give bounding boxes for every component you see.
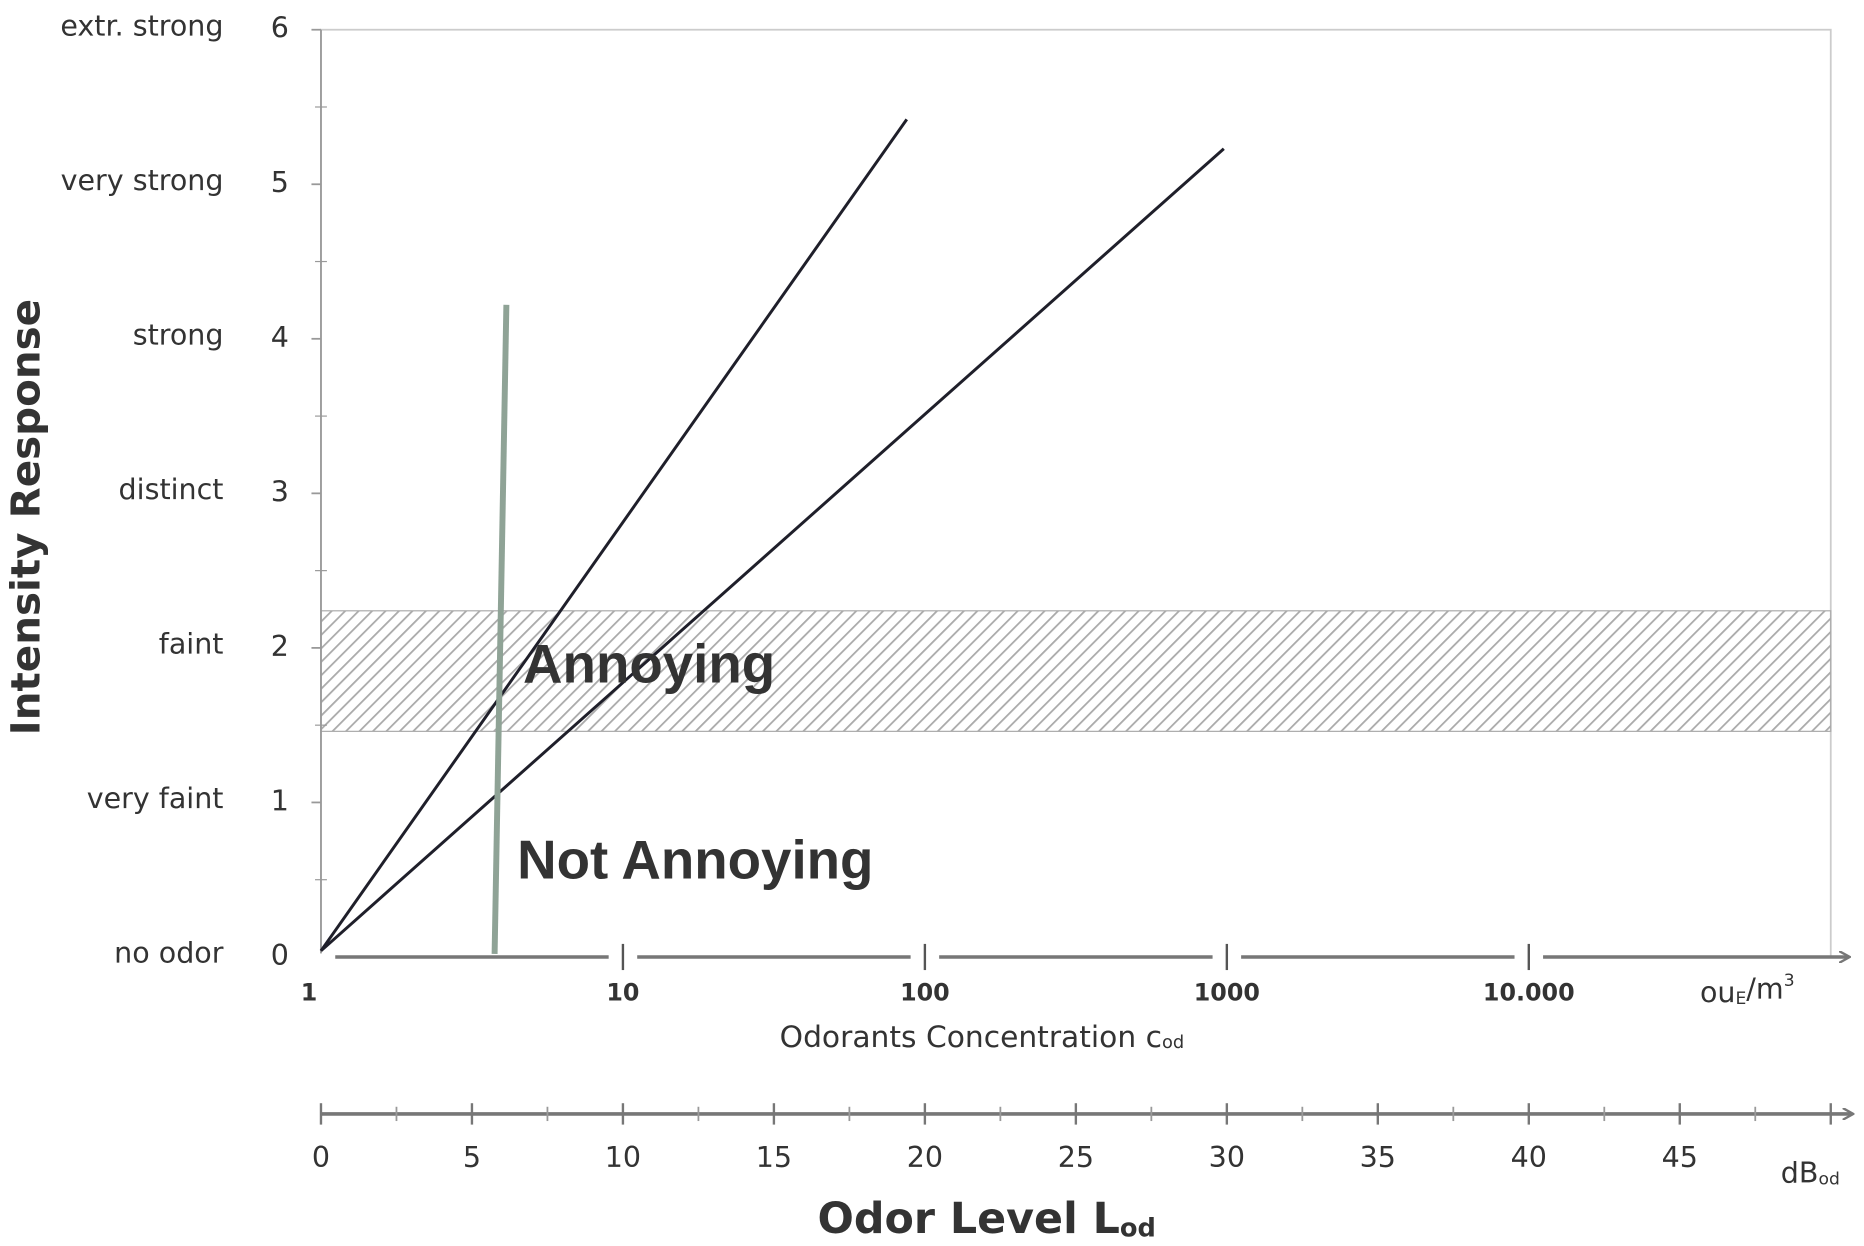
y-category-label: strong (133, 318, 224, 351)
x2-tick-label: 1000 (1194, 978, 1260, 1006)
x-tick-label: 10 (605, 1141, 641, 1174)
y-axis-label: Intensity Response (2, 299, 50, 735)
annotation: Not Annoying (517, 829, 873, 891)
x-tick-label: 30 (1209, 1141, 1245, 1174)
x-tick-label: 15 (756, 1141, 792, 1174)
x2-tick-label: 100 (900, 978, 950, 1006)
x-tick-label: 5 (463, 1141, 481, 1174)
y-tick-label: 5 (271, 166, 289, 199)
x2-axis-label-part: od (1162, 1032, 1184, 1053)
annotation: Annoying (523, 633, 775, 695)
x-tick-label: 25 (1058, 1141, 1094, 1174)
series-line (319, 118, 908, 952)
x-unit: dBod (1781, 1157, 1840, 1190)
x2-tick-label: 10 (606, 978, 639, 1006)
x2-tick-label: 1 (301, 978, 318, 1006)
y-tick-label: 0 (271, 939, 289, 972)
x-unit-part: dB (1781, 1157, 1819, 1190)
x-tick-label: 0 (312, 1141, 330, 1174)
x2-unit-part: ou (1700, 976, 1736, 1009)
series-line (319, 147, 1225, 952)
plot-root: 0 no odor 1 very faint 2 faint 3 distinct 4 stron… (2, 9, 1853, 1243)
x2-axis-label-part: Odorants Concentration c (780, 1019, 1162, 1054)
x-tick-label: 45 (1662, 1141, 1698, 1174)
y-tick-label: 4 (271, 321, 289, 354)
x-axis-label: Odor Level Lod (818, 1193, 1156, 1243)
x-axis-label-part: Odor Level L (818, 1193, 1120, 1243)
x2-tick-label: 10.000 (1483, 978, 1575, 1006)
y-tick-label: 1 (271, 784, 289, 817)
x-tick-label: 35 (1360, 1141, 1396, 1174)
y-category-label: distinct (119, 473, 224, 506)
y-category-label: extr. strong (60, 9, 223, 42)
y-category-label: no odor (114, 937, 224, 970)
x-tick-label: 20 (907, 1141, 943, 1174)
annoyance-band (320, 610, 1832, 732)
y-category-label: faint (159, 628, 224, 661)
x2-unit-part: /m (1746, 972, 1783, 1005)
series-line (491, 304, 510, 954)
x2-unit-part: 3 (1784, 971, 1795, 991)
plot-frame (320, 28, 1832, 958)
y-category-label: very faint (87, 782, 224, 815)
y-tick-label: 6 (271, 12, 289, 45)
y-tick-label: 3 (271, 475, 289, 508)
x-tick-label: 40 (1511, 1141, 1547, 1174)
x2-tick-gap (306, 953, 336, 961)
x-axis-label-part: od (1120, 1213, 1156, 1243)
y-category-label: very strong (61, 164, 224, 197)
x2-unit-part: E (1736, 989, 1747, 1009)
x2-axis-label: Odorants Concentration cod (780, 1019, 1185, 1054)
x-unit-part: od (1818, 1170, 1839, 1190)
y-tick-label: 2 (271, 630, 289, 663)
x2-unit: ouE/m3 (1700, 971, 1795, 1009)
